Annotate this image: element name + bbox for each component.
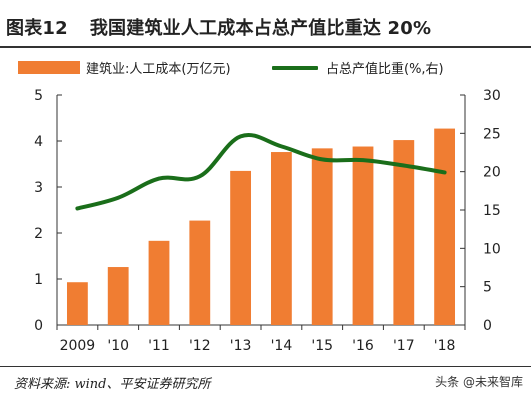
x-tick-label: 2009 <box>60 338 96 354</box>
x-tick-label: '15 <box>311 338 333 354</box>
x-tick-label: '16 <box>352 338 374 354</box>
x-tick-label: '17 <box>393 338 415 354</box>
footer-divider <box>0 366 531 367</box>
x-tick-label: '18 <box>434 338 456 354</box>
bar <box>189 220 211 325</box>
legend-label-line: 占总产值比重(%,右) <box>326 62 444 77</box>
watermark: 头条 @未来智库 <box>435 375 523 389</box>
axis-labels: 0 1 2 3 4 5 0 5 10 15 20 25 30 2009 '10 '11 '12 '13 '14 '15… <box>34 88 501 354</box>
right-tick-label: 25 <box>483 126 501 142</box>
legend: 建筑业:人工成本(万亿元) 占总产值比重(%,右) <box>0 56 531 80</box>
left-tick-label: 3 <box>34 180 43 196</box>
right-tick-label: 10 <box>483 241 501 257</box>
bars <box>66 128 456 325</box>
bar <box>270 152 292 325</box>
figure-label: 图表12 <box>6 18 68 39</box>
x-tick-label: '10 <box>107 338 129 354</box>
x-tick-label: '12 <box>189 338 211 354</box>
bar <box>393 140 415 325</box>
legend-item-bar: 建筑业:人工成本(万亿元) <box>18 58 231 77</box>
bar <box>66 282 88 325</box>
right-tick-label: 15 <box>483 203 501 219</box>
title-bar: 图表12 我国建筑业人工成本占总产值比重达 20% <box>0 0 531 46</box>
bar <box>107 267 129 325</box>
bar <box>230 170 252 325</box>
title-text: 我国建筑业人工成本占总产值比重达 20% <box>89 18 432 39</box>
right-tick-label: 0 <box>483 318 492 334</box>
right-tick-label: 30 <box>483 88 501 104</box>
x-tick-label: '11 <box>148 338 170 354</box>
right-tick-label: 20 <box>483 165 501 181</box>
right-tick-label: 5 <box>483 280 492 296</box>
share-line <box>75 133 447 211</box>
legend-swatch-bar <box>18 61 80 74</box>
left-tick-label: 5 <box>34 88 43 104</box>
legend-label-bar: 建筑业:人工成本(万亿元) <box>86 62 231 77</box>
legend-swatch-line <box>272 65 318 70</box>
legend-item-line: 占总产值比重(%,右) <box>272 58 444 77</box>
bar <box>352 146 374 325</box>
left-tick-label: 2 <box>34 226 43 242</box>
chart-title: 图表12 我国建筑业人工成本占总产值比重达 20% <box>6 14 431 40</box>
title-divider <box>0 46 531 48</box>
left-tick-label: 4 <box>34 134 43 150</box>
bar <box>148 240 170 325</box>
x-tick-label: '14 <box>271 338 293 354</box>
bar <box>434 128 456 325</box>
line-series <box>75 133 447 211</box>
source-note: 资料来源: wind、平安证券研究所 <box>14 377 211 392</box>
left-tick-label: 1 <box>34 272 43 288</box>
left-tick-label: 0 <box>34 318 43 334</box>
chart: 0 1 2 3 4 5 0 5 10 15 20 25 30 2009 '10 '11 '12 '13 '14 '15… <box>34 88 501 354</box>
x-tick-label: '13 <box>230 338 252 354</box>
bar <box>311 148 333 325</box>
